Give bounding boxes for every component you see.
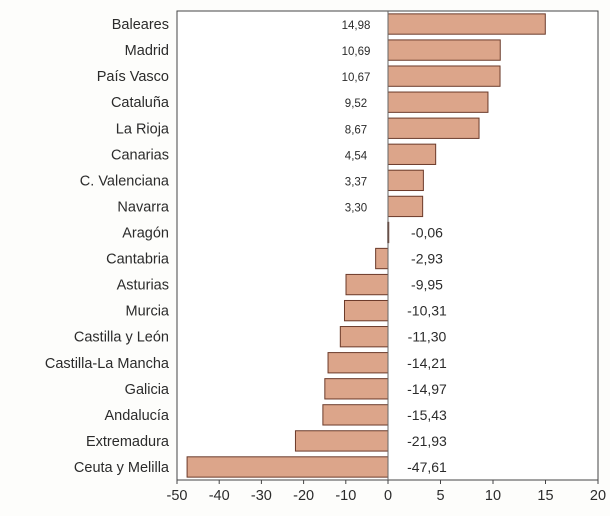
x-tick-label: -30 [251, 488, 272, 504]
bar [387, 39, 501, 61]
value-label: -0,06 [411, 224, 443, 240]
bar [387, 65, 501, 87]
value-labels: 14,98 10,69 10,67 9,52 8,67 4,54 3,37 3,30 -0,06… [342, 20, 447, 475]
value-label: -11,30 [408, 329, 447, 345]
bar [387, 169, 424, 192]
bar [387, 195, 424, 218]
x-tick-label: -50 [167, 488, 188, 504]
category-label: La Rioja [116, 121, 170, 137]
category-label: Cataluña [111, 95, 170, 111]
category-label: Galicia [125, 382, 170, 398]
value-label: -14,97 [407, 381, 447, 397]
bar [339, 326, 389, 348]
category-label: Asturias [117, 278, 169, 294]
category-label: Navarra [117, 199, 170, 215]
category-label: Baleares [112, 17, 169, 33]
bar [324, 378, 389, 400]
x-tick-label: -10 [335, 488, 356, 504]
bar [327, 352, 389, 374]
category-label: Cantabria [106, 252, 170, 268]
category-label: Castilla y León [74, 330, 169, 346]
category-label: Ceuta y Melilla [74, 460, 170, 476]
value-label: 8,67 [345, 124, 367, 136]
value-label: -2,93 [411, 251, 443, 267]
bar [375, 247, 389, 270]
bar [387, 117, 480, 139]
value-label: -9,95 [411, 277, 443, 293]
bar [343, 299, 389, 322]
bar [345, 273, 389, 296]
category-label: Madrid [125, 43, 169, 59]
value-label: 4,54 [345, 150, 368, 162]
bar [387, 91, 489, 113]
x-tick-label: 0 [384, 488, 392, 504]
value-label: 14,98 [342, 20, 371, 32]
x-axis-ticks: -50 -40 -30 -20 -10 0 5 10 15 20 [167, 480, 606, 504]
bar [294, 430, 389, 452]
category-label: C. Valenciana [80, 173, 170, 189]
x-tick-label: 20 [590, 488, 606, 504]
category-label: País Vasco [97, 69, 169, 85]
value-label: 3,37 [345, 176, 367, 188]
category-label: Canarias [111, 147, 169, 163]
category-label: Andalucía [105, 408, 170, 424]
category-label: Castilla-La Mancha [45, 356, 170, 372]
value-label: -14,21 [407, 355, 447, 371]
x-tick-label: 15 [537, 488, 553, 504]
category-label: Extremadura [86, 434, 170, 450]
category-label: Murcia [125, 304, 169, 320]
category-label: Aragón [122, 225, 169, 241]
bar [387, 143, 437, 165]
value-label: -15,43 [407, 407, 447, 423]
bar [322, 404, 389, 426]
category-labels: Baleares Madrid País Vasco Cataluña La Rioja… [45, 17, 170, 476]
x-tick-label: 5 [436, 488, 444, 504]
bar [387, 13, 546, 35]
value-label: 3,30 [345, 202, 367, 214]
x-tick-label: -20 [293, 488, 314, 504]
bar [186, 456, 389, 478]
value-label: 10,67 [342, 72, 371, 84]
bars [186, 11, 546, 480]
value-label: 10,69 [342, 46, 371, 58]
value-label: -47,61 [407, 459, 447, 475]
value-label: -21,93 [407, 433, 447, 449]
value-label: 9,52 [345, 98, 367, 110]
x-tick-label: 10 [485, 488, 501, 504]
value-label: -10,31 [407, 303, 447, 319]
x-tick-label: -40 [209, 488, 230, 504]
